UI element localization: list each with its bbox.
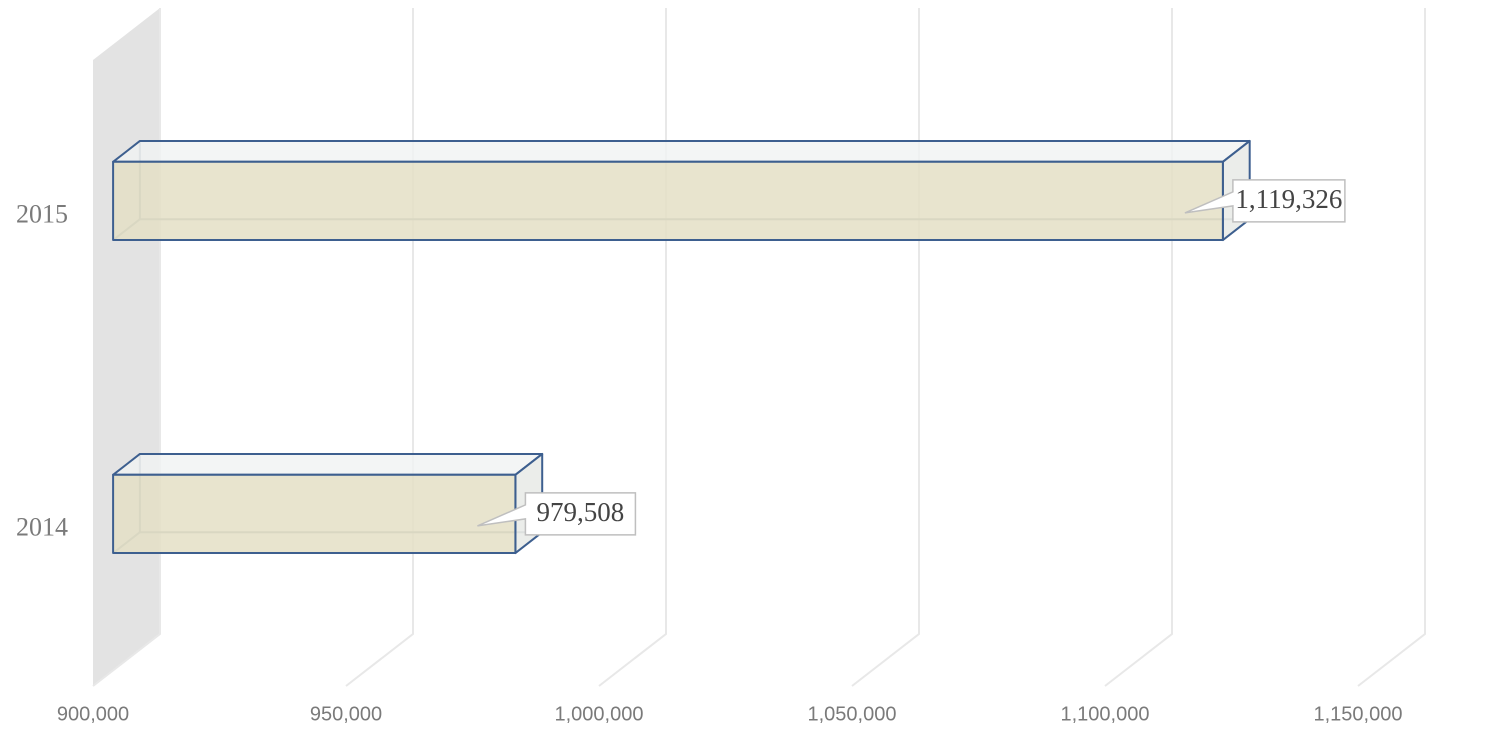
value-label: 1,119,326: [1235, 184, 1342, 214]
grid-line: [345, 8, 414, 687]
x-tick-label: 1,150,000: [1314, 703, 1403, 725]
bar: [112, 160, 1224, 242]
grid-line: [851, 8, 920, 687]
bar-top: [112, 139, 1251, 163]
grid-line: [1357, 8, 1426, 687]
x-tick-label: 950,000: [310, 703, 382, 725]
grid-line: [598, 8, 667, 687]
x-tick-label: 900,000: [57, 703, 129, 725]
bar: [112, 473, 517, 555]
side-wall: [93, 8, 160, 686]
grid-line: [1104, 8, 1173, 687]
label-callout: [477, 492, 637, 536]
value-label: 979,508: [537, 497, 625, 527]
x-tick-label: 1,100,000: [1061, 703, 1150, 725]
x-tick-label: 1,000,000: [555, 703, 644, 725]
label-callout: [1184, 179, 1346, 223]
bar-top: [112, 452, 544, 476]
x-tick-label: 1,050,000: [808, 703, 897, 725]
y-tick-label: 2014: [16, 512, 68, 541]
y-tick-label: 2015: [16, 199, 68, 228]
